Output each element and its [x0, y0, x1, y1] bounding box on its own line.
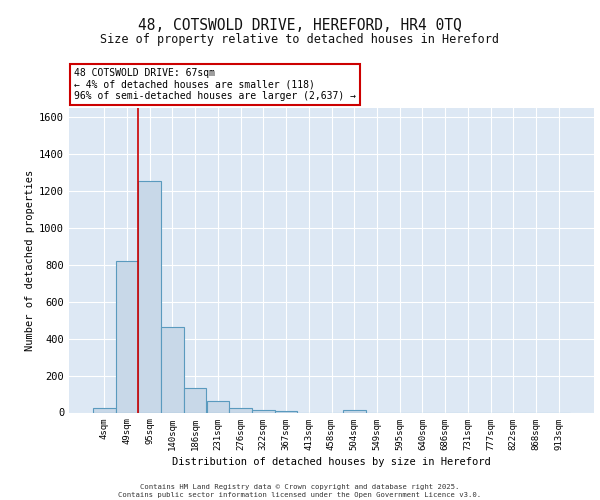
Bar [93, 408, 116, 412]
X-axis label: Distribution of detached houses by size in Hereford: Distribution of detached houses by size … [172, 456, 491, 466]
Bar [161, 328, 184, 412]
Bar [184, 388, 206, 412]
Text: Contains HM Land Registry data © Crown copyright and database right 2025.
Contai: Contains HM Land Registry data © Crown c… [118, 484, 482, 498]
Text: Size of property relative to detached houses in Hereford: Size of property relative to detached ho… [101, 32, 499, 46]
Bar [229, 408, 252, 412]
Bar [139, 182, 161, 412]
Y-axis label: Number of detached properties: Number of detached properties [25, 170, 35, 350]
Bar [116, 261, 139, 412]
Text: 48, COTSWOLD DRIVE, HEREFORD, HR4 0TQ: 48, COTSWOLD DRIVE, HEREFORD, HR4 0TQ [138, 18, 462, 32]
Bar [252, 410, 275, 412]
Text: 48 COTSWOLD DRIVE: 67sqm
← 4% of detached houses are smaller (118)
96% of semi-d: 48 COTSWOLD DRIVE: 67sqm ← 4% of detache… [74, 68, 356, 102]
Bar [206, 402, 229, 412]
Bar [275, 410, 298, 412]
Bar [343, 410, 365, 412]
